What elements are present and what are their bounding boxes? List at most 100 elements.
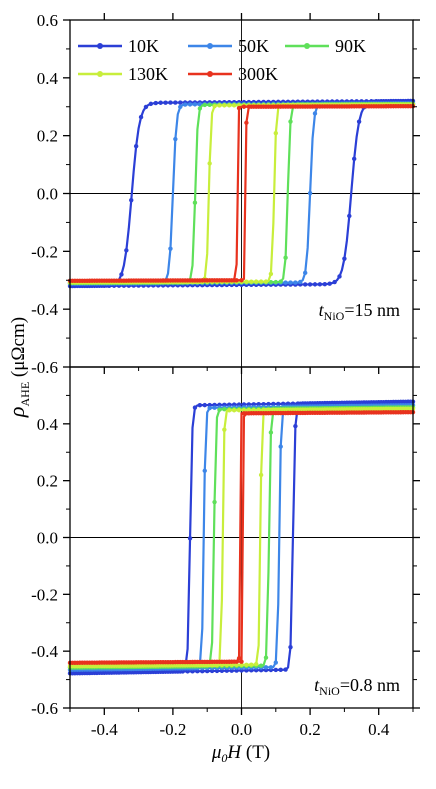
data-point-130K bbox=[212, 103, 217, 109]
data-point-130K bbox=[89, 663, 95, 669]
data-point-300K bbox=[158, 278, 163, 283]
data-point-10K bbox=[300, 401, 305, 406]
data-point-130K bbox=[99, 663, 105, 669]
data-point-130K bbox=[256, 407, 261, 413]
data-point-130K bbox=[236, 408, 242, 413]
data-point-130K bbox=[271, 407, 276, 413]
data-point-90K bbox=[197, 106, 203, 111]
data-point-300K bbox=[285, 410, 291, 416]
data-point-300K bbox=[344, 104, 350, 109]
data-point-10K bbox=[153, 100, 158, 106]
data-point-10K bbox=[320, 400, 325, 406]
data-point-130K bbox=[239, 662, 244, 668]
data-point-130K bbox=[249, 279, 254, 284]
data-point-50K bbox=[173, 136, 178, 142]
data-point-50K bbox=[263, 665, 269, 670]
data-point-10K bbox=[114, 670, 119, 675]
data-point-10K bbox=[332, 279, 337, 285]
data-point-300K bbox=[148, 660, 154, 665]
data-point-300K bbox=[119, 278, 124, 283]
legend-marker bbox=[97, 71, 103, 77]
data-point-300K bbox=[334, 104, 340, 109]
data-point-130K bbox=[334, 407, 340, 412]
data-point-130K bbox=[182, 663, 188, 668]
data-point-10K bbox=[168, 100, 173, 105]
legend-label: 130K bbox=[128, 64, 168, 84]
data-point-130K bbox=[192, 662, 198, 668]
data-point-300K bbox=[197, 278, 203, 283]
data-point-10K bbox=[89, 670, 95, 676]
data-point-10K bbox=[187, 536, 193, 541]
data-point-300K bbox=[354, 104, 359, 109]
data-point-50K bbox=[278, 444, 283, 449]
data-point-10K bbox=[315, 401, 320, 406]
data-point-10K bbox=[163, 669, 168, 674]
data-point-300K bbox=[94, 278, 100, 283]
y-tick-label: -0.2 bbox=[31, 585, 58, 604]
data-point-300K bbox=[349, 104, 354, 109]
data-point-300K bbox=[236, 656, 242, 661]
data-point-130K bbox=[280, 407, 286, 413]
x-axis-label: μ0H (T) bbox=[211, 742, 270, 765]
data-point-300K bbox=[153, 278, 158, 283]
data-point-10K bbox=[148, 101, 154, 107]
data-point-10K bbox=[190, 669, 195, 674]
data-point-300K bbox=[163, 278, 168, 283]
data-point-90K bbox=[268, 430, 274, 435]
data-point-10K bbox=[293, 423, 298, 429]
data-point-10K bbox=[334, 400, 340, 406]
data-point-300K bbox=[378, 410, 384, 415]
data-point-300K bbox=[109, 278, 114, 283]
data-point-10K bbox=[337, 274, 342, 279]
data-point-300K bbox=[222, 659, 227, 664]
data-point-130K bbox=[295, 407, 301, 412]
data-point-300K bbox=[138, 278, 144, 283]
data-point-10K bbox=[393, 399, 399, 405]
data-point-130K bbox=[369, 406, 374, 412]
data-point-10K bbox=[173, 669, 178, 674]
data-point-50K bbox=[182, 102, 188, 107]
panel-top: -0.6 -0.4 -0.2 0.0 0.2 0.4 0.6 tNiO=15 nm 10K 50K… bbox=[31, 11, 420, 377]
data-point-130K bbox=[148, 663, 154, 668]
data-point-130K bbox=[227, 103, 232, 108]
legend: 10K 50K 90K 130K 300K bbox=[78, 36, 366, 84]
data-point-10K bbox=[295, 401, 301, 406]
y-tick-label: -0.4 bbox=[31, 642, 58, 661]
data-point-10K bbox=[133, 670, 139, 675]
legend-item-10K: 10K bbox=[78, 36, 159, 56]
data-point-300K bbox=[359, 104, 364, 109]
data-point-130K bbox=[383, 406, 389, 412]
data-point-300K bbox=[158, 660, 163, 665]
data-point-130K bbox=[133, 663, 139, 668]
data-point-10K bbox=[325, 400, 330, 406]
data-point-300K bbox=[329, 104, 335, 109]
data-point-300K bbox=[398, 410, 403, 415]
data-point-130K bbox=[178, 663, 183, 668]
data-point-10K bbox=[339, 400, 345, 406]
data-point-300K bbox=[300, 410, 305, 416]
data-point-10K bbox=[288, 644, 293, 650]
data-point-130K bbox=[244, 662, 249, 667]
data-point-300K bbox=[129, 660, 134, 665]
data-point-300K bbox=[124, 278, 129, 283]
data-point-130K bbox=[197, 662, 203, 668]
data-point-300K bbox=[261, 104, 266, 109]
data-point-300K bbox=[153, 660, 158, 665]
data-point-300K bbox=[256, 411, 261, 416]
data-point-300K bbox=[133, 660, 139, 665]
data-point-130K bbox=[84, 663, 90, 669]
data-point-10K bbox=[129, 670, 134, 675]
y-tick-label: 0.6 bbox=[37, 11, 58, 30]
data-point-300K bbox=[70, 660, 75, 665]
y-tick-label: -0.4 bbox=[31, 300, 58, 319]
data-point-130K bbox=[359, 407, 364, 412]
data-point-300K bbox=[99, 660, 105, 665]
data-point-10K bbox=[388, 399, 394, 405]
data-point-130K bbox=[153, 663, 158, 668]
legend-marker bbox=[97, 43, 103, 49]
data-point-90K bbox=[217, 407, 222, 412]
data-point-300K bbox=[207, 659, 212, 665]
data-point-300K bbox=[75, 278, 80, 283]
